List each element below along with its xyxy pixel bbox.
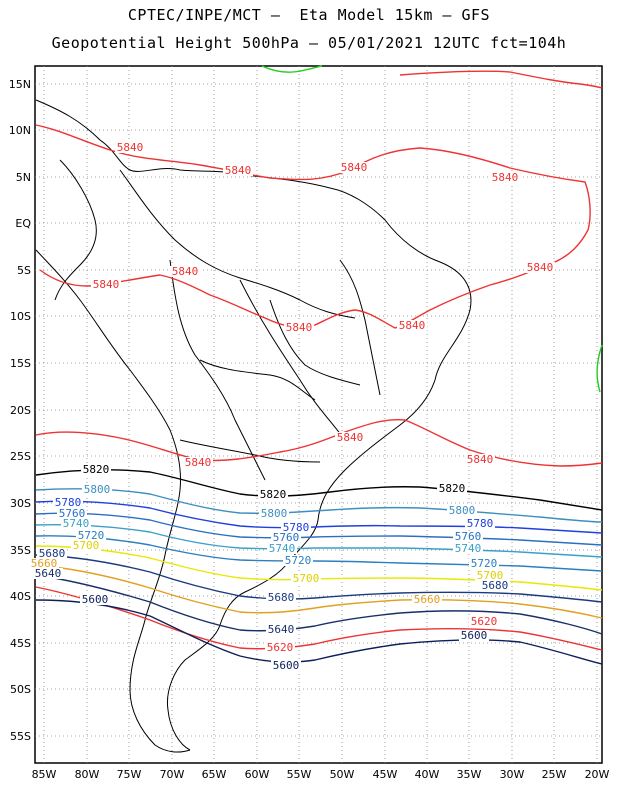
contour-label-5820: 5820 bbox=[439, 482, 466, 495]
lon-label: 50W bbox=[330, 768, 355, 781]
lon-label: 45W bbox=[373, 768, 398, 781]
lat-label: 25S bbox=[10, 450, 31, 463]
contour-label-5840: 5840 bbox=[399, 319, 426, 332]
lon-label: 85W bbox=[32, 768, 57, 781]
contour-5780 bbox=[35, 500, 603, 534]
contour-label-5840: 5840 bbox=[492, 171, 519, 184]
contour-label-5760: 5760 bbox=[455, 530, 482, 543]
contour-label-5740: 5740 bbox=[269, 542, 296, 555]
contour-5660 bbox=[35, 564, 603, 619]
contour-label-5780: 5780 bbox=[283, 521, 310, 534]
lon-label: 40W bbox=[415, 768, 440, 781]
contour-5620 bbox=[35, 586, 603, 651]
axis-labels: 15N 10N 5N EQ 5S 10S 15S 20S 25S 30S 35S 40S 45S 50S 5… bbox=[9, 78, 610, 781]
lat-label: 5N bbox=[16, 171, 31, 184]
coastline bbox=[35, 99, 472, 753]
contour-label-5820: 5820 bbox=[260, 488, 287, 501]
lon-label: 35W bbox=[457, 768, 482, 781]
contour-label-5620: 5620 bbox=[471, 615, 498, 628]
lat-label: 10N bbox=[9, 124, 31, 137]
contour-labels: 5840 5840 5840 5840 5840 5840 5840 5840 5840 5840… bbox=[29, 141, 555, 672]
lat-label: 45S bbox=[10, 637, 31, 650]
lat-label: 20S bbox=[10, 404, 31, 417]
lon-label: 75W bbox=[117, 768, 142, 781]
contour-label-5760: 5760 bbox=[59, 507, 86, 520]
lat-label: 5S bbox=[17, 264, 31, 277]
lat-label: 15N bbox=[9, 78, 31, 91]
contour-label-5800: 5800 bbox=[449, 504, 476, 517]
contour-label-5720: 5720 bbox=[471, 557, 498, 570]
map-title-line2: Geopotential Height 500hPa – 05/01/2021 … bbox=[51, 34, 567, 52]
contour-label-5680: 5680 bbox=[482, 579, 509, 592]
contour-label-5840: 5840 bbox=[337, 431, 364, 444]
contour-label-5640: 5640 bbox=[35, 567, 62, 580]
contour-label-5660: 5660 bbox=[414, 593, 441, 606]
contour-label-5700: 5700 bbox=[73, 539, 100, 552]
contour-label-5620: 5620 bbox=[267, 641, 294, 654]
contour-label-5600: 5600 bbox=[82, 593, 109, 606]
lon-label: 70W bbox=[160, 768, 185, 781]
contour-label-5600: 5600 bbox=[273, 659, 300, 672]
contour-5720 bbox=[35, 535, 603, 572]
contour-label-5780: 5780 bbox=[467, 517, 494, 530]
contour-label-5840: 5840 bbox=[93, 278, 120, 291]
contour-label-5720: 5720 bbox=[78, 529, 105, 542]
lat-label: 35S bbox=[10, 544, 31, 557]
lat-label: 50S bbox=[10, 683, 31, 696]
contour-label-5660: 5660 bbox=[31, 557, 58, 570]
contour-label-5840: 5840 bbox=[527, 261, 554, 274]
contour-label-5840: 5840 bbox=[172, 265, 199, 278]
contour-5740 bbox=[35, 524, 603, 558]
contour-label-5680: 5680 bbox=[268, 591, 295, 604]
contour-5680 bbox=[35, 554, 603, 603]
contour-label-5720: 5720 bbox=[285, 554, 312, 567]
contour-label-5600: 5600 bbox=[461, 629, 488, 642]
contour-label-5680: 5680 bbox=[39, 547, 66, 560]
contour-label-5840: 5840 bbox=[117, 141, 144, 154]
contour-5640 bbox=[35, 574, 603, 635]
lat-label: 55S bbox=[10, 730, 31, 743]
contour-label-5700: 5700 bbox=[477, 569, 504, 582]
lon-label: 65W bbox=[202, 768, 227, 781]
contour-5820 bbox=[35, 469, 603, 511]
lat-label: 10S bbox=[10, 310, 31, 323]
contour-label-5840: 5840 bbox=[341, 161, 368, 174]
contour-label-5840: 5840 bbox=[286, 321, 313, 334]
map-title-line1: CPTEC/INPE/MCT – Eta Model 15km – GFS bbox=[127, 6, 491, 24]
contour-label-5740: 5740 bbox=[63, 517, 90, 530]
lat-label: 40S bbox=[10, 590, 31, 603]
contour-5800 bbox=[35, 488, 603, 523]
lon-label: 30W bbox=[500, 768, 525, 781]
height-contours bbox=[35, 70, 603, 665]
contour-label-5840: 5840 bbox=[225, 164, 252, 177]
contour-5600 bbox=[35, 599, 603, 665]
lon-label: 60W bbox=[245, 768, 270, 781]
lat-label: 15S bbox=[10, 357, 31, 370]
contour-label-5840: 5840 bbox=[467, 453, 494, 466]
contour-label-5760: 5760 bbox=[273, 531, 300, 544]
contour-label-5800: 5800 bbox=[261, 507, 288, 520]
contour-label-5740: 5740 bbox=[455, 542, 482, 555]
contour-label-5700: 5700 bbox=[293, 572, 320, 585]
lon-label: 20W bbox=[585, 768, 610, 781]
contour-label-5800: 5800 bbox=[84, 483, 111, 496]
lon-label: 55W bbox=[287, 768, 312, 781]
lat-label: EQ bbox=[15, 217, 31, 230]
contour-5840-ne bbox=[399, 70, 603, 89]
lat-label: 30S bbox=[10, 497, 31, 510]
contour-label-5780: 5780 bbox=[55, 496, 82, 509]
green-contours bbox=[261, 65, 603, 393]
contour-label-5840: 5840 bbox=[185, 456, 212, 469]
contour-label-5640: 5640 bbox=[268, 623, 295, 636]
lon-label: 80W bbox=[75, 768, 100, 781]
lon-label: 25W bbox=[542, 768, 567, 781]
contour-5760 bbox=[35, 512, 603, 546]
contour-label-5820: 5820 bbox=[83, 463, 110, 476]
